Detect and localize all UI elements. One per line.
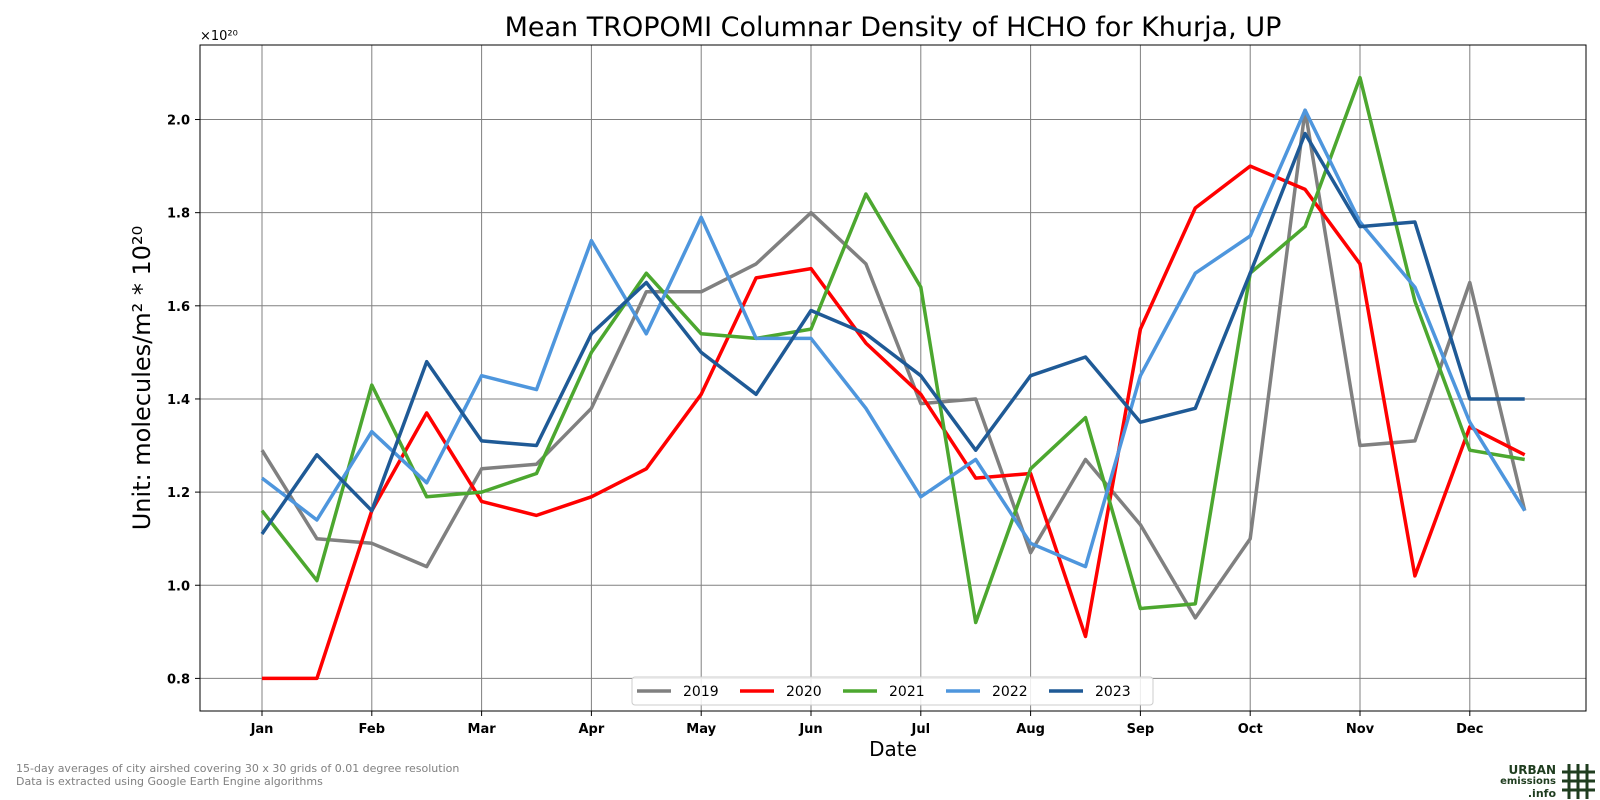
y-axis: 0.8 1.0 1.2 1.4 1.6 1.8 2.0 bbox=[167, 114, 200, 687]
x-tick-label: Mar bbox=[468, 722, 497, 737]
urban-emissions-logo: URBAN emissions .info bbox=[1498, 762, 1600, 800]
grid-logo-icon bbox=[1562, 764, 1595, 799]
legend-entry: 2021 bbox=[889, 684, 925, 700]
series-line-2023 bbox=[260, 131, 1525, 535]
y-tick-label: 2.0 bbox=[167, 114, 190, 129]
y-axis-label: Unit: molecules/m² * 10²⁰ bbox=[128, 226, 156, 531]
legend-entry: 2022 bbox=[992, 684, 1028, 700]
chart: Mean TROPOMI Columnar Density of HCHO fo… bbox=[128, 12, 1587, 760]
series-lines bbox=[260, 75, 1527, 681]
series-line-2021 bbox=[260, 75, 1525, 625]
legend-box bbox=[631, 676, 1154, 706]
logo-line-2: emissions bbox=[1500, 776, 1556, 787]
x-tick-label: Jan bbox=[250, 722, 274, 737]
x-tick-label: Feb bbox=[359, 722, 385, 737]
x-tick-label: Apr bbox=[579, 722, 605, 737]
y-tick-label: 1.6 bbox=[167, 300, 190, 315]
x-axis: Jan Feb Mar Apr May Jun Jul Aug Sep Oct Nov Dec bbox=[250, 711, 1483, 737]
x-tick-label: Sep bbox=[1127, 722, 1155, 737]
footnote-line-2: Data is extracted using Google Earth Eng… bbox=[16, 775, 323, 788]
legend-entry: 2019 bbox=[683, 684, 719, 700]
series-line-2022 bbox=[260, 108, 1527, 569]
footnote-line-1: 15-day averages of city airshed covering… bbox=[16, 762, 460, 775]
y-tick-label: 1.8 bbox=[167, 207, 190, 222]
y-tick-label: 0.8 bbox=[167, 672, 190, 687]
logo-line-1: URBAN bbox=[1508, 763, 1556, 777]
x-tick-label: Dec bbox=[1456, 722, 1483, 737]
y-tick-label: 1.2 bbox=[167, 486, 190, 501]
x-tick-label: Jul bbox=[911, 722, 931, 737]
logo-line-3: .info bbox=[1527, 787, 1556, 800]
x-tick-label: Nov bbox=[1346, 722, 1375, 737]
chart-title: Mean TROPOMI Columnar Density of HCHO fo… bbox=[505, 12, 1282, 43]
y-tick-label: 1.0 bbox=[167, 579, 190, 594]
y-tick-label: 1.4 bbox=[167, 393, 190, 408]
legend: 2019 2020 2021 2022 2023 bbox=[631, 676, 1154, 706]
x-tick-label: Oct bbox=[1238, 722, 1263, 737]
y-multiplier-label: ×10²⁰ bbox=[200, 29, 238, 44]
x-axis-label: Date bbox=[869, 737, 917, 760]
legend-entry: 2023 bbox=[1095, 684, 1131, 700]
x-tick-label: Jun bbox=[798, 722, 822, 737]
legend-entry: 2020 bbox=[786, 684, 822, 700]
plot-frame bbox=[199, 44, 1587, 712]
x-tick-label: May bbox=[686, 722, 716, 737]
x-tick-label: Aug bbox=[1016, 722, 1045, 737]
